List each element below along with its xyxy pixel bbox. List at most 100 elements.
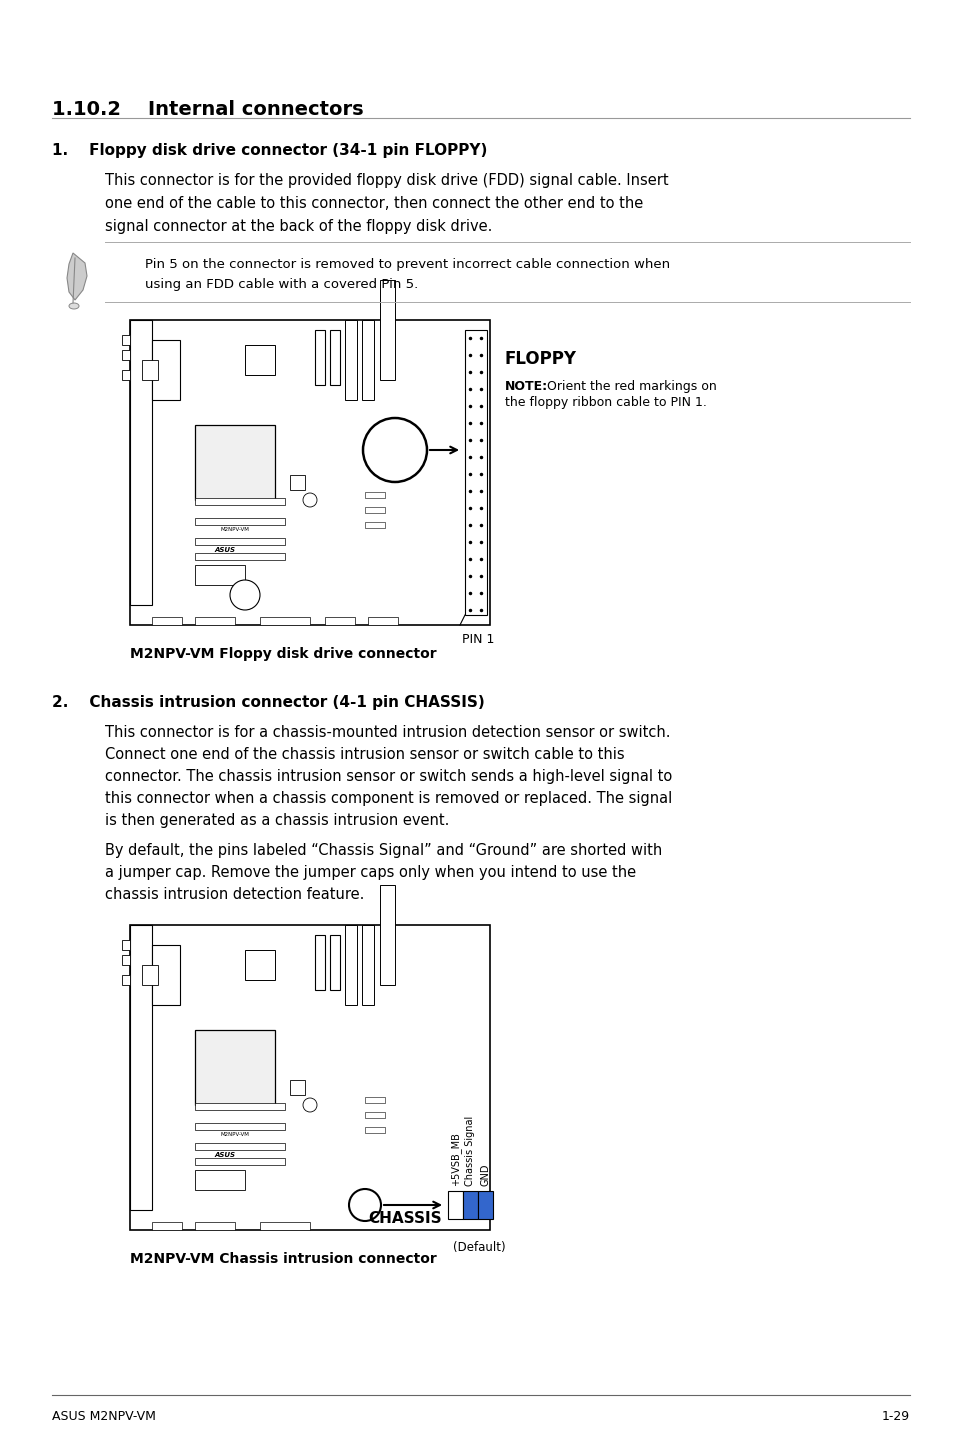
Bar	[361, 321, 374, 400]
Bar	[122, 955, 130, 965]
Bar	[314, 329, 325, 385]
Bar	[152, 945, 180, 1005]
Text: 1-29: 1-29	[881, 1411, 909, 1424]
Text: NOTE:: NOTE:	[504, 380, 548, 393]
Bar	[477, 1191, 493, 1219]
Bar	[194, 498, 285, 505]
Text: M2NPV-VM Floppy disk drive connector: M2NPV-VM Floppy disk drive connector	[130, 647, 436, 661]
Bar	[365, 1097, 385, 1103]
Text: connector. The chassis intrusion sensor or switch sends a high-level signal to: connector. The chassis intrusion sensor …	[105, 769, 672, 784]
Text: 1.10.2    Internal connectors: 1.10.2 Internal connectors	[52, 101, 363, 119]
Bar	[462, 1191, 477, 1219]
Bar	[365, 1112, 385, 1117]
Text: signal connector at the back of the floppy disk drive.: signal connector at the back of the flop…	[105, 219, 492, 234]
Text: 2.    Chassis intrusion connector (4-1 pin CHASSIS): 2. Chassis intrusion connector (4-1 pin …	[52, 695, 484, 710]
Bar	[245, 345, 274, 375]
Bar	[245, 951, 274, 981]
Bar	[361, 925, 374, 1005]
Bar	[194, 426, 274, 500]
Bar	[368, 617, 397, 626]
Bar	[194, 518, 285, 525]
Bar	[130, 321, 152, 605]
Bar	[290, 1080, 305, 1094]
FancyArrowPatch shape	[383, 1202, 439, 1208]
Bar	[122, 349, 130, 360]
Text: PIN 1: PIN 1	[461, 633, 494, 646]
Text: By default, the pins labeled “Chassis Signal” and “Ground” are shorted with: By default, the pins labeled “Chassis Si…	[105, 843, 661, 858]
Text: (Default): (Default)	[453, 1241, 505, 1254]
Text: +5VSB_MB: +5VSB_MB	[450, 1132, 460, 1186]
Bar	[130, 925, 152, 1209]
Text: FLOPPY: FLOPPY	[504, 349, 577, 368]
Bar	[330, 935, 339, 989]
Circle shape	[230, 580, 260, 610]
Text: Chassis Signal: Chassis Signal	[465, 1116, 475, 1186]
Bar	[379, 280, 395, 380]
Text: M2NPV-VM: M2NPV-VM	[220, 528, 249, 532]
Circle shape	[303, 1099, 316, 1112]
Bar	[330, 329, 339, 385]
Ellipse shape	[69, 303, 79, 309]
Bar	[194, 617, 234, 626]
Text: ASUS: ASUS	[214, 1152, 235, 1158]
Text: the floppy ribbon cable to PIN 1.: the floppy ribbon cable to PIN 1.	[504, 395, 706, 408]
Text: ASUS M2NPV-VM: ASUS M2NPV-VM	[52, 1411, 155, 1424]
Text: is then generated as a chassis intrusion event.: is then generated as a chassis intrusion…	[105, 812, 449, 828]
Bar	[122, 370, 130, 380]
Bar	[194, 1143, 285, 1150]
Bar	[142, 360, 158, 380]
Bar	[152, 617, 182, 626]
Circle shape	[303, 493, 316, 508]
Bar	[152, 1222, 182, 1229]
Text: Orient the red markings on: Orient the red markings on	[542, 380, 716, 393]
Bar	[325, 617, 355, 626]
Bar	[345, 925, 356, 1005]
Bar	[194, 1103, 285, 1110]
Bar	[314, 935, 325, 989]
Bar	[130, 321, 490, 626]
Bar	[194, 1222, 234, 1229]
Text: M2NPV-VM: M2NPV-VM	[220, 1133, 249, 1137]
Bar	[122, 975, 130, 985]
Bar	[365, 492, 385, 498]
Text: Pin 5 on the connector is removed to prevent incorrect cable connection when: Pin 5 on the connector is removed to pre…	[145, 257, 669, 270]
Bar	[194, 538, 285, 545]
Bar	[464, 329, 486, 615]
Text: a jumper cap. Remove the jumper caps only when you intend to use the: a jumper cap. Remove the jumper caps onl…	[105, 866, 636, 880]
Bar	[194, 1171, 245, 1191]
Circle shape	[349, 1189, 380, 1221]
Bar	[365, 508, 385, 513]
Text: M2NPV-VM Chassis intrusion connector: M2NPV-VM Chassis intrusion connector	[130, 1252, 436, 1265]
Bar	[365, 522, 385, 528]
Bar	[142, 965, 158, 985]
Bar	[365, 1127, 385, 1133]
Bar	[194, 1030, 274, 1104]
FancyArrowPatch shape	[430, 447, 456, 453]
Bar	[260, 617, 310, 626]
Text: This connector is for the provided floppy disk drive (FDD) signal cable. Insert: This connector is for the provided flopp…	[105, 173, 668, 188]
Bar	[130, 925, 490, 1229]
Text: This connector is for a chassis-mounted intrusion detection sensor or switch.: This connector is for a chassis-mounted …	[105, 725, 670, 741]
Bar	[379, 884, 395, 985]
Bar	[448, 1191, 462, 1219]
Bar	[194, 565, 245, 585]
Bar	[152, 339, 180, 400]
Bar	[290, 475, 305, 490]
Bar	[122, 335, 130, 345]
Text: this connector when a chassis component is removed or replaced. The signal: this connector when a chassis component …	[105, 791, 672, 807]
Text: chassis intrusion detection feature.: chassis intrusion detection feature.	[105, 887, 364, 902]
Text: CHASSIS: CHASSIS	[368, 1211, 441, 1227]
Polygon shape	[67, 253, 87, 301]
Bar	[122, 940, 130, 951]
Text: one end of the cable to this connector, then connect the other end to the: one end of the cable to this connector, …	[105, 196, 642, 211]
Bar	[194, 554, 285, 559]
Bar	[194, 1158, 285, 1165]
Bar	[260, 1222, 310, 1229]
Text: using an FDD cable with a covered Pin 5.: using an FDD cable with a covered Pin 5.	[145, 278, 417, 290]
Text: GND: GND	[480, 1163, 490, 1186]
Text: ASUS: ASUS	[214, 546, 235, 554]
Bar	[345, 321, 356, 400]
Text: Connect one end of the chassis intrusion sensor or switch cable to this: Connect one end of the chassis intrusion…	[105, 746, 624, 762]
Bar	[194, 1123, 285, 1130]
Text: 1.    Floppy disk drive connector (34-1 pin FLOPPY): 1. Floppy disk drive connector (34-1 pin…	[52, 142, 487, 158]
